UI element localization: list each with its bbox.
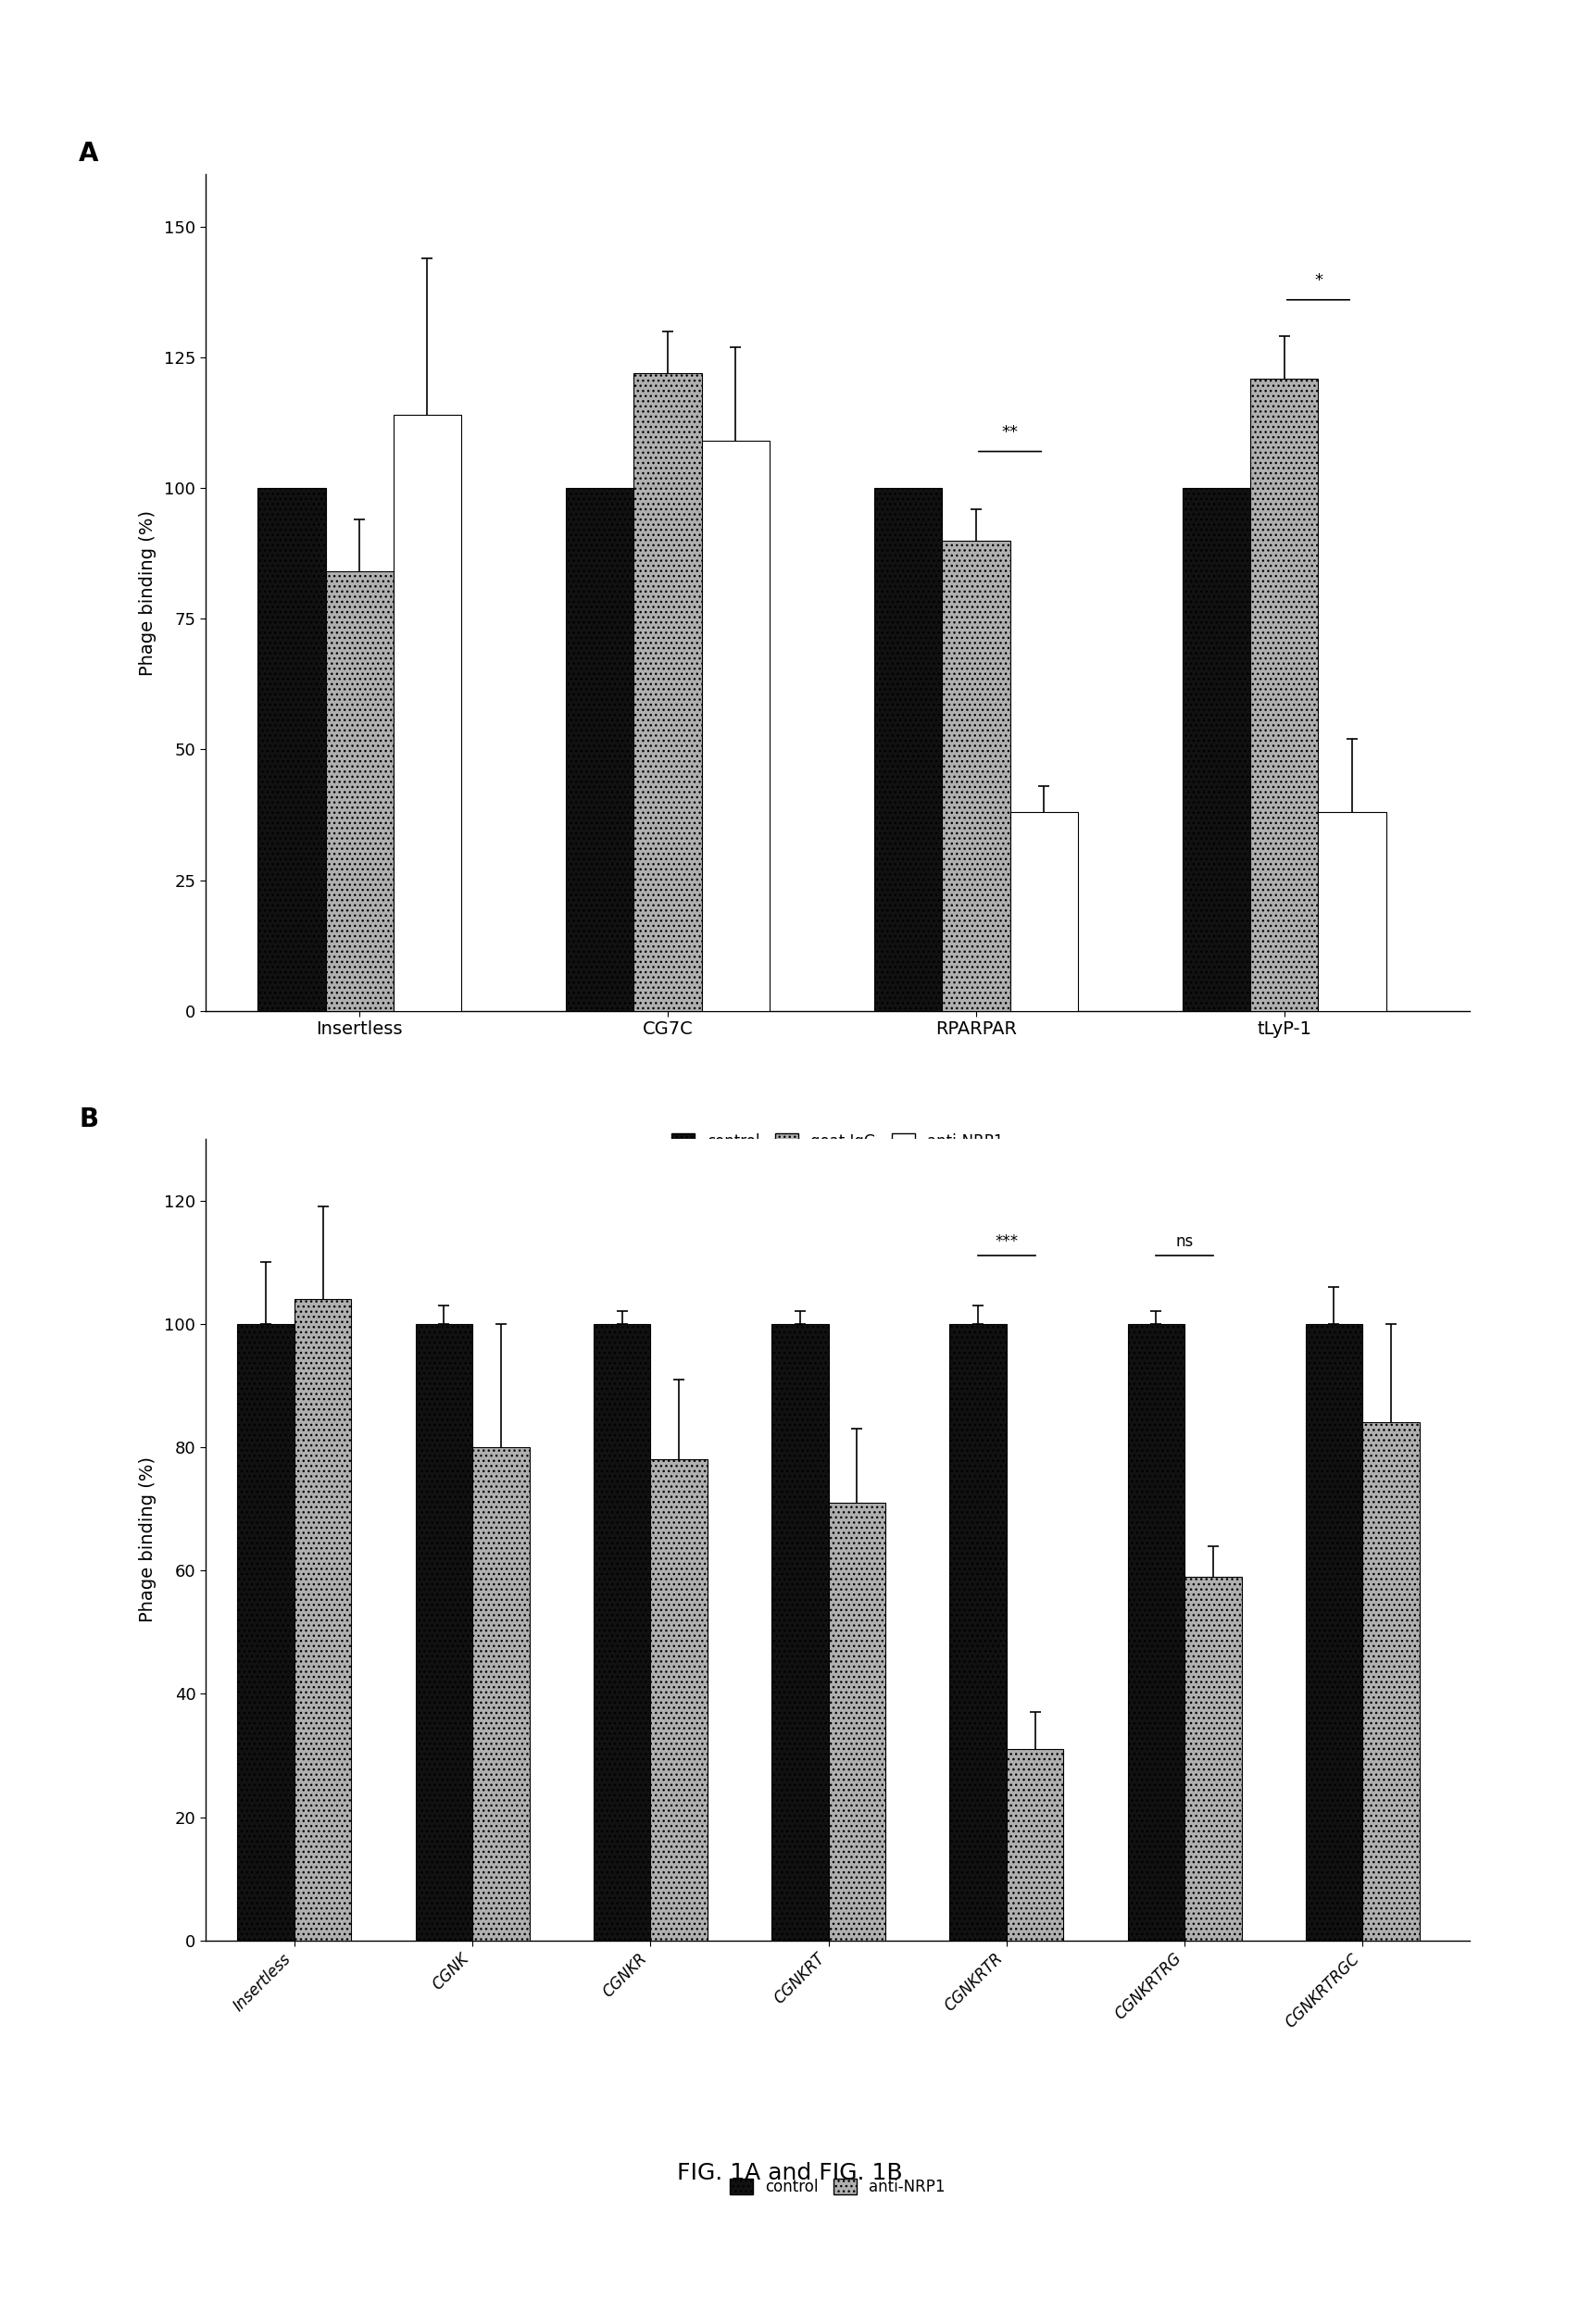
Text: ns: ns: [1175, 1234, 1192, 1250]
Bar: [393, 414, 461, 1011]
Bar: [1127, 1325, 1184, 1941]
Bar: [1184, 1576, 1241, 1941]
Text: A: A: [79, 142, 99, 167]
Bar: [1009, 813, 1077, 1011]
Text: B: B: [79, 1106, 98, 1132]
Bar: [873, 488, 941, 1011]
Bar: [594, 1325, 651, 1941]
Bar: [294, 1299, 351, 1941]
Bar: [941, 541, 1009, 1011]
Bar: [565, 488, 633, 1011]
Bar: [472, 1448, 529, 1941]
Bar: [771, 1325, 827, 1941]
Text: FIG. 1A and FIG. 1B: FIG. 1A and FIG. 1B: [677, 2161, 902, 2185]
Bar: [1183, 488, 1249, 1011]
Bar: [237, 1325, 294, 1941]
Bar: [827, 1504, 884, 1941]
Y-axis label: Phage binding (%): Phage binding (%): [139, 509, 156, 676]
Legend: control, goat IgG, anti-NRP1: control, goat IgG, anti-NRP1: [665, 1127, 1009, 1157]
Bar: [651, 1459, 707, 1941]
Bar: [415, 1325, 472, 1941]
Bar: [257, 488, 325, 1011]
Bar: [1361, 1422, 1418, 1941]
Text: *: *: [1314, 272, 1322, 288]
Bar: [949, 1325, 1006, 1941]
Bar: [1249, 379, 1317, 1011]
Text: ***: ***: [995, 1234, 1017, 1250]
Bar: [1304, 1325, 1361, 1941]
Bar: [1006, 1750, 1063, 1941]
Bar: [633, 372, 701, 1011]
Y-axis label: Phage binding (%): Phage binding (%): [139, 1457, 156, 1622]
Bar: [325, 572, 393, 1011]
Bar: [1317, 813, 1385, 1011]
Text: **: **: [1001, 425, 1018, 442]
Legend: control, anti-NRP1: control, anti-NRP1: [723, 2173, 951, 2201]
Bar: [701, 442, 769, 1011]
